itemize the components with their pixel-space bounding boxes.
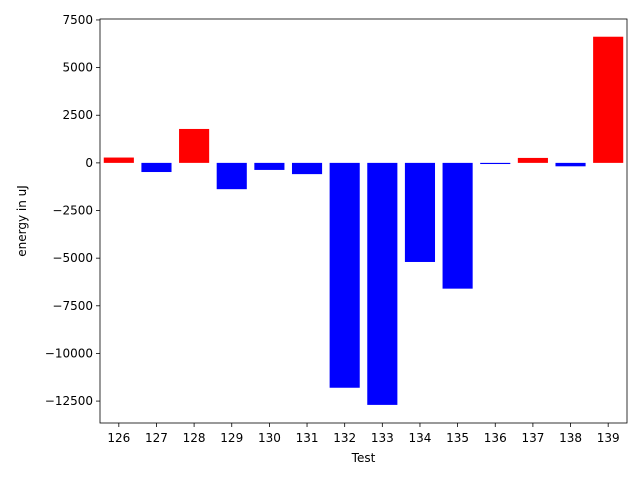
bars-group — [103, 36, 624, 405]
bar-136 — [480, 162, 511, 165]
x-tick-label: 128 — [183, 431, 206, 445]
bar-133 — [367, 162, 398, 405]
plot-frame — [99, 18, 628, 424]
y-tick-label: −12500 — [45, 394, 93, 408]
bar-128 — [179, 128, 210, 163]
bar-126 — [103, 157, 134, 163]
y-axis-ticks: −12500 −10000 −7500 −5000 −2500 0 2500 5000 7500 — [45, 13, 100, 408]
bar-131 — [291, 162, 323, 175]
x-tick-label: 136 — [484, 431, 507, 445]
x-tick-label: 134 — [409, 431, 432, 445]
bar-137 — [517, 157, 548, 163]
x-tick-label: 132 — [333, 431, 356, 445]
x-tick-label: 127 — [145, 431, 168, 445]
x-tick-label: 138 — [559, 431, 582, 445]
bar-138 — [555, 162, 586, 167]
bar-130 — [254, 162, 285, 170]
x-tick-label: 131 — [296, 431, 319, 445]
x-tick-label: 126 — [107, 431, 130, 445]
x-tick-label: 133 — [371, 431, 394, 445]
y-axis-label: energy in uJ — [15, 185, 29, 257]
x-tick-label: 135 — [446, 431, 469, 445]
x-tick-label: 139 — [597, 431, 620, 445]
y-tick-label: −2500 — [52, 204, 93, 218]
y-tick-label: 5000 — [62, 61, 93, 75]
x-tick-label: 130 — [258, 431, 281, 445]
y-tick-label: −7500 — [52, 299, 93, 313]
x-axis-ticks: 126 127 128 129 130 131 132 133 134 135 136 137 138 1… — [107, 423, 620, 445]
bar-129 — [216, 162, 247, 190]
bar-132 — [329, 162, 360, 388]
x-axis-label: Test — [351, 451, 376, 465]
y-tick-label: −5000 — [52, 251, 93, 265]
bar-134 — [404, 162, 436, 262]
y-tick-label: 0 — [85, 156, 93, 170]
y-tick-label: 2500 — [62, 108, 93, 122]
bar-139 — [593, 36, 624, 163]
y-tick-label: −10000 — [45, 346, 93, 360]
x-tick-label: 137 — [521, 431, 544, 445]
x-tick-label: 129 — [220, 431, 243, 445]
bar-135 — [442, 162, 473, 289]
y-tick-label: 7500 — [62, 13, 93, 27]
bar-127 — [141, 162, 172, 173]
